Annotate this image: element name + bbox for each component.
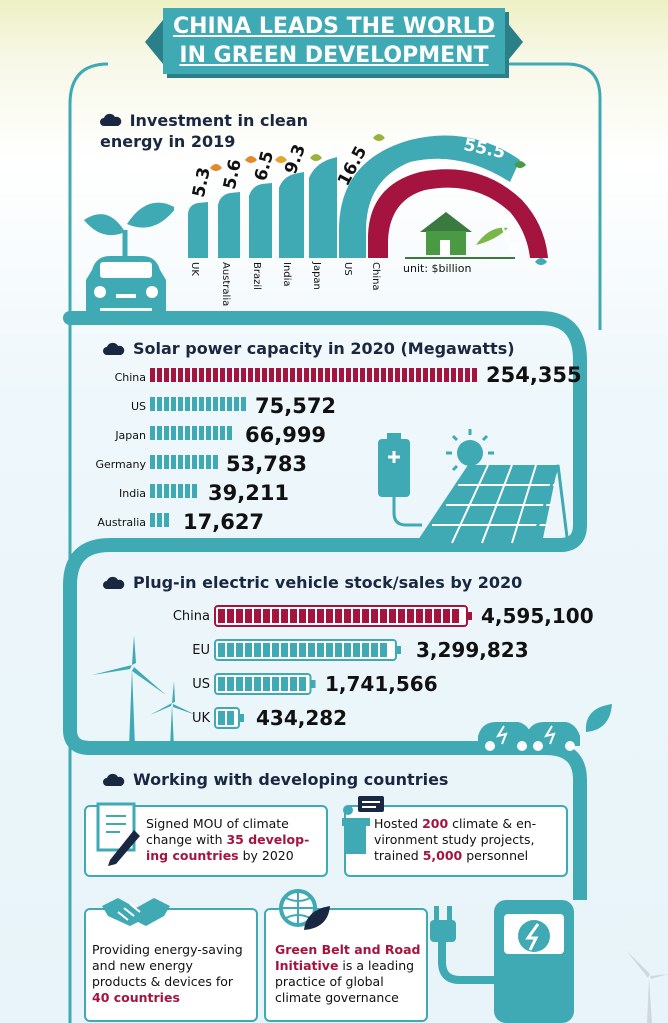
- ev-value-us: 1,741,566: [325, 672, 438, 696]
- document-pen-icon: [96, 802, 140, 866]
- inv-bar-india: [279, 172, 304, 258]
- banner-ribbon-left: [145, 20, 163, 64]
- inv-label-australia: Australia: [220, 262, 231, 307]
- solar-value-germany: 53,783: [226, 452, 308, 476]
- ev-title-text: Plug-in electric vehicle stock/sales by …: [133, 573, 523, 592]
- solar-bar-india: [150, 484, 197, 498]
- solar-bar-china: [150, 368, 477, 382]
- inv-label-brazil: Brazil: [251, 262, 262, 290]
- solar-value-us: 75,572: [255, 394, 337, 418]
- house-icon: [405, 212, 515, 259]
- ev-label-china: China: [172, 609, 210, 624]
- solar-value-india: 39,211: [208, 481, 290, 505]
- cloud-icon: [103, 342, 127, 355]
- investment-title-line2: energy in 2019: [100, 132, 236, 151]
- belt-road-text-post: is a leading practice of global climate …: [275, 958, 415, 1005]
- globe-leaf-icon: [279, 889, 330, 930]
- solar-value-china: 254,355: [486, 363, 582, 387]
- mou-text-post: by 2020: [238, 848, 294, 863]
- handshake-icon: [102, 898, 170, 926]
- speaker-podium-icon: [342, 796, 384, 854]
- solar-value-australia: 17,627: [183, 510, 265, 534]
- solar-bar-germany: [150, 455, 218, 469]
- mou-card-text: Signed MOU of climate change with 35 dev…: [146, 816, 324, 864]
- ev-bar-us: [214, 673, 316, 695]
- header-title-line1: CHINA LEADS THE WORLD: [173, 14, 495, 39]
- developing-title-text: Working with developing countries: [133, 770, 449, 789]
- investment-title-line1: Investment in clean: [129, 111, 308, 130]
- mou-text-highlight: 35 develop-ing countries: [146, 832, 310, 863]
- ev-value-eu: 3,299,823: [416, 638, 529, 662]
- solar-bar-japan: [150, 426, 232, 440]
- solar-label-australia: Australia: [97, 516, 146, 529]
- investment-chart: [188, 134, 548, 265]
- ev-bar-eu: [214, 639, 401, 661]
- car-plant-icon: [84, 202, 174, 318]
- belt-road-card: [264, 908, 428, 1022]
- header-title-line2: IN GREEN DEVELOPMENT: [179, 43, 489, 68]
- inv-label-china: China: [370, 262, 381, 291]
- inv-label-india: India: [281, 262, 292, 287]
- inv-bar-china: [368, 169, 548, 258]
- ev-bar-china: [214, 605, 472, 627]
- ev-bar-uk: [214, 707, 244, 729]
- ev-label-uk: UK: [191, 711, 210, 726]
- mou-text-pre: Signed MOU of climate change with: [146, 816, 289, 847]
- study-text-post: personnel: [462, 848, 529, 863]
- solar-label-us: US: [130, 400, 146, 413]
- solar-bar-australia: [150, 513, 169, 527]
- inv-label-japan: Japan: [311, 262, 322, 290]
- study-text-h2: 5,000: [422, 848, 463, 863]
- inv-bar-australia: [218, 192, 240, 258]
- investment-unit: unit: $billion: [403, 262, 472, 275]
- inv-label-us: US: [342, 262, 353, 276]
- solar-bar-us: [150, 397, 246, 411]
- inv-bar-brazil: [249, 183, 272, 258]
- study-card: [344, 805, 568, 877]
- solar-label-china: China: [114, 371, 146, 384]
- charging-station-icon: [430, 900, 574, 1023]
- solar-label-germany: Germany: [95, 458, 146, 471]
- inv-bar-japan: [309, 157, 337, 258]
- cloud-icon: [100, 113, 124, 126]
- solar-panel-icon: [378, 429, 570, 546]
- solar-title-text: Solar power capacity in 2020 (Megawatts): [133, 339, 515, 358]
- ev-value-uk: 434,282: [256, 706, 348, 730]
- ev-value-china: 4,595,100: [481, 604, 594, 628]
- products-card-text: Providing energy-saving and new energy p…: [92, 942, 250, 1006]
- wind-turbine-faint-icon: [626, 950, 668, 1023]
- ev-title: Plug-in electric vehicle stock/sales by …: [103, 573, 522, 592]
- solar-label-japan: Japan: [115, 429, 146, 442]
- developing-title: Working with developing countries: [103, 770, 448, 789]
- ev-bars: [214, 605, 472, 729]
- inv-bar-uk: [188, 202, 208, 258]
- solar-value-japan: 66,999: [245, 423, 327, 447]
- belt-road-card-text: Green Belt and Road Initiative is a lead…: [275, 942, 425, 1006]
- cloud-icon: [103, 773, 127, 786]
- electric-car-icon: [478, 704, 612, 751]
- solar-bars: [150, 368, 477, 527]
- solar-label-india: India: [119, 487, 146, 500]
- header-banner: CHINA LEADS THE WORLD IN GREEN DEVELOPME…: [163, 8, 505, 74]
- cloud-icon: [103, 576, 127, 589]
- ev-label-eu: EU: [192, 643, 210, 658]
- wind-turbine-icon: [92, 635, 196, 747]
- inv-bar-us: [339, 135, 520, 258]
- products-text-pre: Providing energy-saving and new energy p…: [92, 942, 243, 989]
- study-text-h1: 200: [422, 816, 449, 831]
- solar-title: Solar power capacity in 2020 (Megawatts): [103, 339, 515, 358]
- study-text-mid: climate & en-vironment study projects, t…: [374, 816, 537, 863]
- investment-title: Investment in clean energy in 2019: [100, 110, 308, 152]
- study-text-pre: Hosted: [374, 816, 423, 831]
- belt-road-text-highlight: Green Belt and Road Initiative: [275, 942, 421, 973]
- study-card-text: Hosted 200 climate & en-vironment study …: [374, 816, 560, 864]
- inv-label-uk: UK: [189, 262, 200, 276]
- ev-label-us: US: [192, 677, 210, 692]
- banner-ribbon-right: [505, 20, 523, 64]
- products-text-highlight: 40 countries: [92, 990, 180, 1005]
- products-card: [84, 908, 258, 1022]
